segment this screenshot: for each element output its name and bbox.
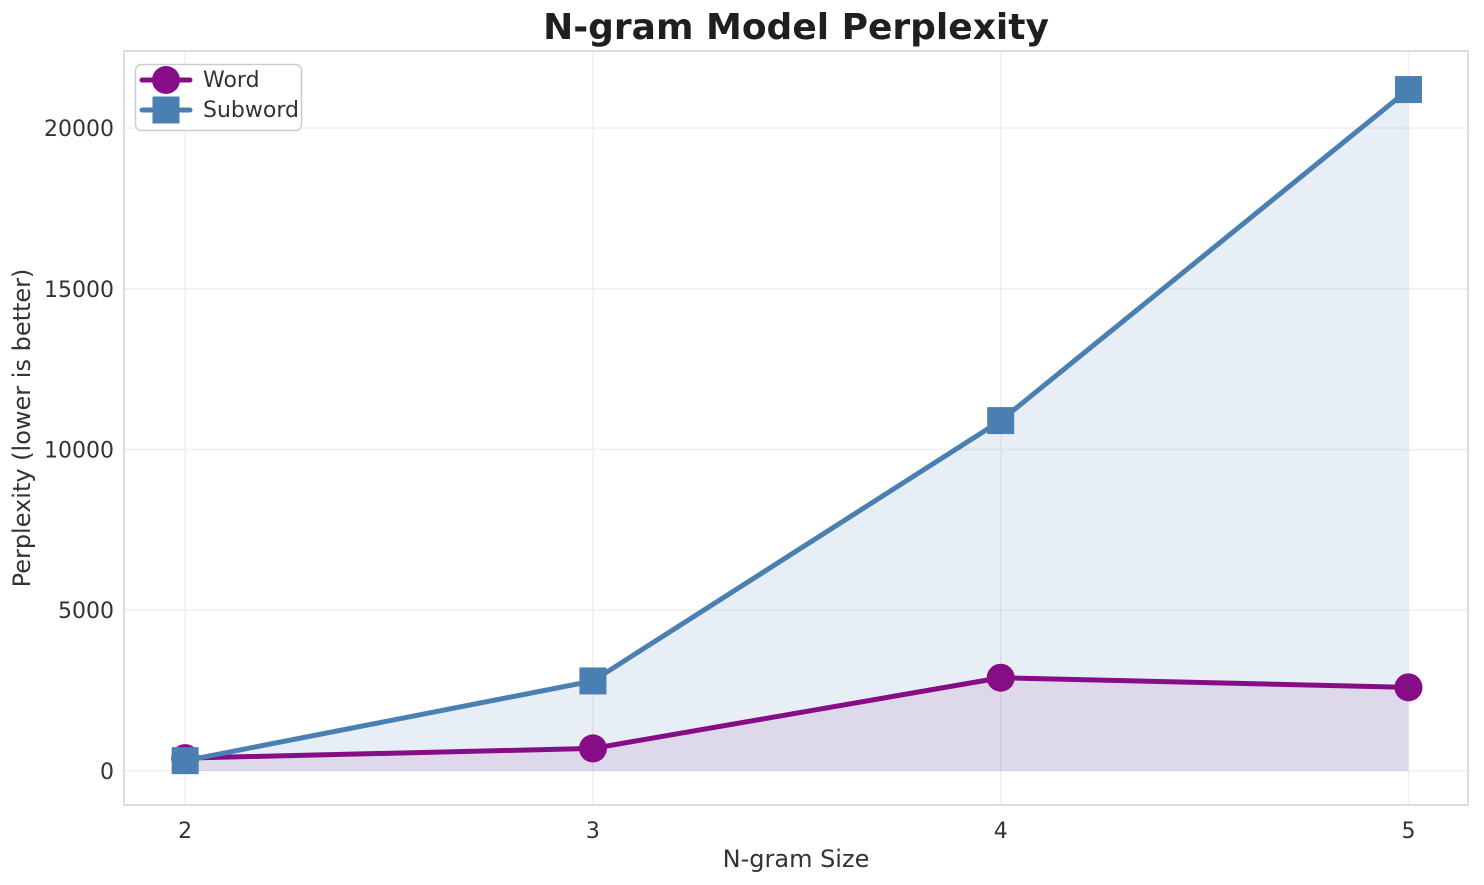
chart-title: N-gram Model Perplexity <box>543 7 1049 48</box>
y-axis-label: Perplexity (lower is better) <box>8 269 36 588</box>
x-tick-label: 5 <box>1401 819 1415 844</box>
legend-marker-circle <box>152 66 180 94</box>
plot-border <box>123 50 1469 806</box>
legend: Word Subword <box>134 63 303 132</box>
y-axis-tick-labels: 0 5000 10000 15000 20000 <box>44 117 114 785</box>
series-areas <box>185 89 1409 771</box>
subword-marker <box>579 667 607 695</box>
y-tick-label: 5000 <box>58 599 114 624</box>
subword-marker <box>171 747 199 775</box>
word-marker <box>1394 673 1423 702</box>
series-lines-and-markers <box>171 76 1423 775</box>
legend-marker-square <box>152 96 180 124</box>
word-marker <box>986 663 1015 692</box>
x-tick-label: 2 <box>178 819 192 844</box>
subword-series <box>171 76 1422 775</box>
x-tick-label: 3 <box>586 819 600 844</box>
legend-label: Subword <box>203 98 299 123</box>
x-axis-tick-labels: 2 3 4 5 <box>178 819 1415 844</box>
y-tick-label: 0 <box>100 760 114 785</box>
y-tick-label: 10000 <box>44 439 114 464</box>
subword-marker <box>987 407 1015 435</box>
word-area <box>185 677 1409 771</box>
y-tick-label: 15000 <box>44 278 114 303</box>
y-tick-label: 20000 <box>44 117 114 142</box>
subword-line <box>182 87 1411 764</box>
legend-label: Word <box>203 68 260 93</box>
word-marker <box>578 734 607 763</box>
x-tick-label: 4 <box>994 819 1008 844</box>
subword-area <box>185 89 1409 771</box>
x-axis-label: N-gram Size <box>723 845 870 873</box>
word-line <box>182 675 1411 761</box>
subword-marker <box>1394 76 1422 104</box>
